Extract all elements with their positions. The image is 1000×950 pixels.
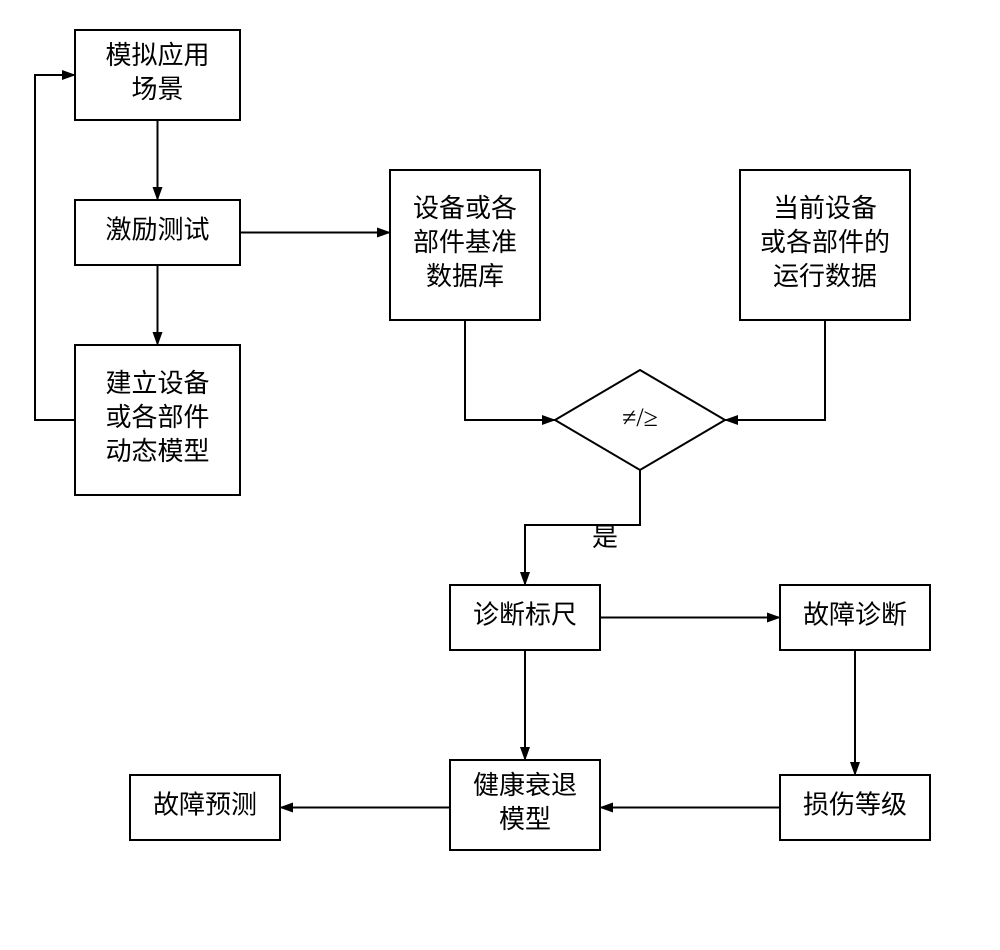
node-text-n8-0: 故障诊断 bbox=[803, 600, 907, 629]
node-text-n5-1: 或各部件的 bbox=[760, 228, 890, 257]
edge-label-e7: 是 bbox=[592, 523, 618, 552]
node-text-n4-0: 设备或各 bbox=[413, 194, 517, 223]
node-text-n11-0: 故障预测 bbox=[153, 790, 257, 819]
node-text-n7-0: 诊断标尺 bbox=[473, 600, 577, 629]
node-n4: 设备或各部件基准数据库 bbox=[390, 170, 540, 320]
node-text-n4-2: 数据库 bbox=[426, 262, 504, 291]
node-text-n5-2: 运行数据 bbox=[773, 262, 877, 291]
node-text-n9-1: 模型 bbox=[499, 805, 551, 834]
node-text-n2-0: 激励测试 bbox=[105, 215, 209, 244]
node-n7: 诊断标尺 bbox=[450, 585, 600, 650]
node-n11: 故障预测 bbox=[130, 775, 280, 840]
node-text-n3-0: 建立设备 bbox=[105, 369, 209, 398]
node-n2: 激励测试 bbox=[75, 200, 240, 265]
node-text-n5-0: 当前设备 bbox=[773, 194, 877, 223]
node-n1: 模拟应用场景 bbox=[75, 30, 240, 120]
node-text-n9-0: 健康衰退 bbox=[473, 771, 577, 800]
node-text-n6-0: ≠/≥ bbox=[622, 403, 658, 432]
node-n9: 健康衰退模型 bbox=[450, 760, 600, 850]
node-text-n1-1: 场景 bbox=[131, 75, 183, 104]
node-text-n10-0: 损伤等级 bbox=[803, 790, 907, 819]
node-n8: 故障诊断 bbox=[780, 585, 930, 650]
node-n5: 当前设备或各部件的运行数据 bbox=[740, 170, 910, 320]
node-n10: 损伤等级 bbox=[780, 775, 930, 840]
node-text-n4-1: 部件基准 bbox=[413, 228, 517, 257]
flowchart-canvas: 是模拟应用场景激励测试建立设备或各部件动态模型设备或各部件基准数据库当前设备或各… bbox=[0, 0, 1000, 950]
node-text-n1-0: 模拟应用 bbox=[105, 41, 209, 70]
node-text-n3-2: 动态模型 bbox=[105, 437, 209, 466]
node-text-n3-1: 或各部件 bbox=[105, 403, 209, 432]
node-n3: 建立设备或各部件动态模型 bbox=[75, 345, 240, 495]
